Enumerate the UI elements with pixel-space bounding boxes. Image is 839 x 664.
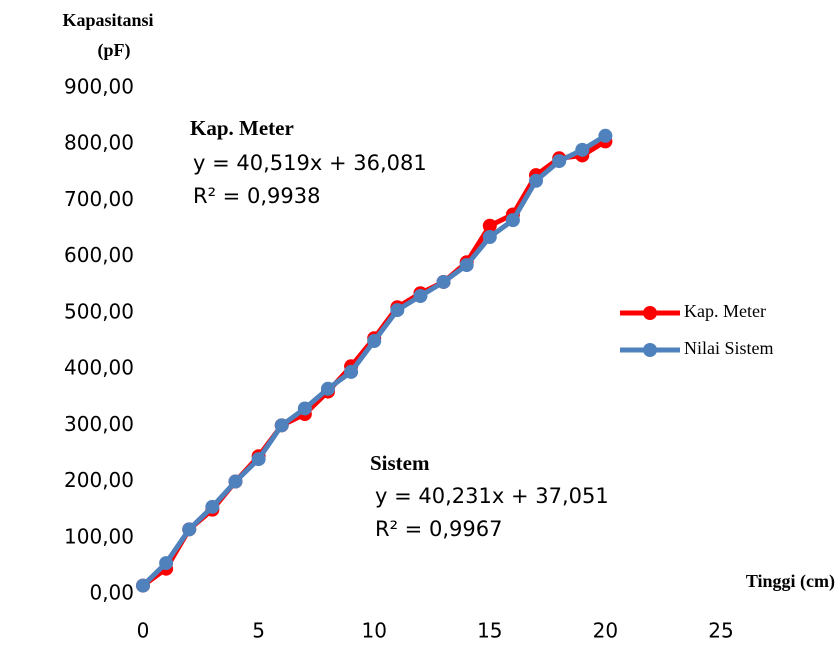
data-point: [482, 229, 497, 244]
data-point: [136, 578, 150, 593]
annotation: Sistem: [370, 451, 430, 475]
y-tick-label: 900,00: [64, 75, 134, 99]
annotation: R² = 0,9967: [375, 517, 502, 541]
data-point: [436, 274, 451, 289]
y-tick-label: 300,00: [64, 412, 134, 436]
y-axis-title: Kapasitansi: [62, 10, 153, 30]
data-point: [552, 154, 567, 169]
x-tick-label: 10: [361, 619, 386, 643]
x-axis-title: Tinggi (cm): [746, 571, 835, 592]
y-tick-label: 400,00: [64, 356, 134, 380]
y-tick-label: 100,00: [64, 524, 134, 548]
y-tick-label: 700,00: [64, 187, 134, 211]
data-point: [205, 499, 220, 514]
data-point: [459, 258, 474, 273]
data-point: [529, 173, 544, 188]
data-point: [228, 474, 243, 489]
legend-label: Kap. Meter: [684, 301, 766, 321]
data-point: [482, 218, 497, 233]
y-tick-label: 800,00: [64, 131, 134, 155]
y-axis-title: (pF): [98, 40, 131, 61]
data-point: [182, 522, 197, 537]
data-point: [251, 452, 266, 467]
data-point: [367, 334, 382, 348]
data-point: [159, 556, 174, 571]
annotation: y = 40,231x + 37,051: [375, 484, 609, 508]
annotation: R² = 0,9938: [193, 184, 320, 208]
y-tick-label: 500,00: [64, 299, 134, 323]
data-point: [274, 418, 289, 433]
x-tick-label: 20: [593, 619, 618, 643]
x-tick-label: 25: [708, 619, 733, 643]
x-tick-label: 0: [137, 619, 150, 643]
data-point: [598, 128, 613, 143]
x-tick-label: 5: [252, 619, 265, 643]
data-point: [320, 381, 335, 396]
legend-marker: [643, 306, 657, 320]
annotation: Kap. Meter: [190, 116, 294, 140]
legend-label: Nilai Sistem: [684, 338, 774, 358]
y-tick-label: 600,00: [64, 243, 134, 267]
legend-marker: [643, 343, 657, 357]
y-tick-label: 0,00: [89, 581, 134, 605]
data-point: [390, 303, 405, 318]
annotation: y = 40,519x + 36,081: [193, 151, 427, 175]
data-point: [297, 401, 312, 416]
data-point: [344, 364, 359, 379]
data-point: [413, 289, 428, 304]
data-point: [575, 142, 590, 157]
y-tick-label: 200,00: [64, 468, 134, 492]
x-tick-label: 15: [477, 619, 502, 643]
data-point: [505, 213, 520, 228]
